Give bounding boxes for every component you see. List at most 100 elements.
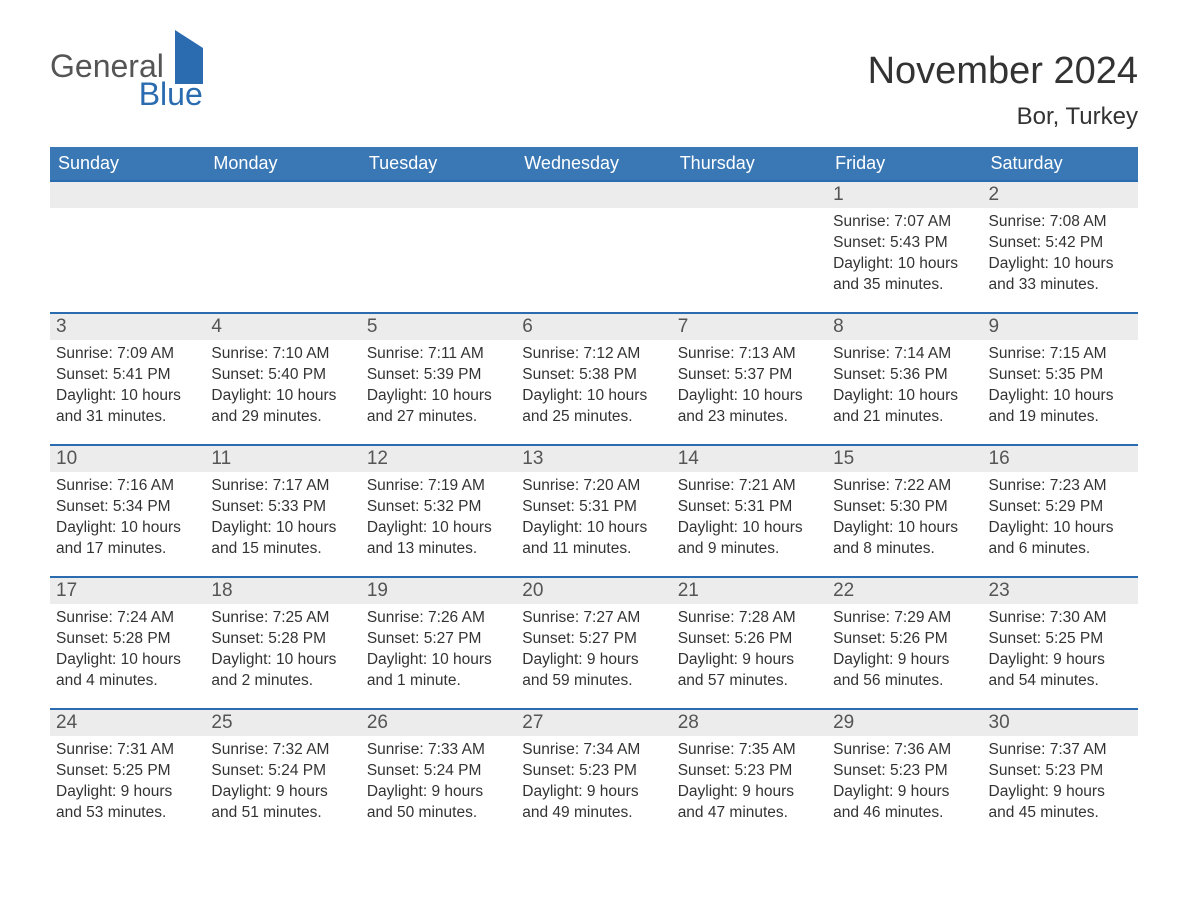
day-number: 3: [50, 314, 205, 340]
day-number: 2: [983, 182, 1138, 208]
dow-header-cell: Wednesday: [516, 147, 671, 181]
calendar-day-cell: 19Sunrise: 7:26 AMSunset: 5:27 PMDayligh…: [361, 577, 516, 709]
calendar-week-row: 1Sunrise: 7:07 AMSunset: 5:43 PMDaylight…: [50, 181, 1138, 313]
day-number: 22: [827, 578, 982, 604]
day-number: 26: [361, 710, 516, 736]
calendar-day-cell: 12Sunrise: 7:19 AMSunset: 5:32 PMDayligh…: [361, 445, 516, 577]
calendar-week-row: 24Sunrise: 7:31 AMSunset: 5:25 PMDayligh…: [50, 709, 1138, 841]
day-number: 15: [827, 446, 982, 472]
day-number: [672, 182, 827, 208]
calendar-week-row: 17Sunrise: 7:24 AMSunset: 5:28 PMDayligh…: [50, 577, 1138, 709]
day-content: Sunrise: 7:37 AMSunset: 5:23 PMDaylight:…: [983, 736, 1138, 830]
calendar-week-row: 10Sunrise: 7:16 AMSunset: 5:34 PMDayligh…: [50, 445, 1138, 577]
calendar-day-cell: 8Sunrise: 7:14 AMSunset: 5:36 PMDaylight…: [827, 313, 982, 445]
calendar-day-cell: 29Sunrise: 7:36 AMSunset: 5:23 PMDayligh…: [827, 709, 982, 841]
day-number: 16: [983, 446, 1138, 472]
day-number: 24: [50, 710, 205, 736]
calendar-day-cell: [50, 181, 205, 313]
day-number: 9: [983, 314, 1138, 340]
calendar-week-row: 3Sunrise: 7:09 AMSunset: 5:41 PMDaylight…: [50, 313, 1138, 445]
day-content: Sunrise: 7:21 AMSunset: 5:31 PMDaylight:…: [672, 472, 827, 566]
calendar-table: SundayMondayTuesdayWednesdayThursdayFrid…: [50, 147, 1138, 841]
calendar-day-cell: 23Sunrise: 7:30 AMSunset: 5:25 PMDayligh…: [983, 577, 1138, 709]
calendar-day-cell: [672, 181, 827, 313]
day-content: Sunrise: 7:30 AMSunset: 5:25 PMDaylight:…: [983, 604, 1138, 698]
day-content: Sunrise: 7:34 AMSunset: 5:23 PMDaylight:…: [516, 736, 671, 830]
calendar-day-cell: 4Sunrise: 7:10 AMSunset: 5:40 PMDaylight…: [205, 313, 360, 445]
day-number: 1: [827, 182, 982, 208]
calendar-day-cell: 9Sunrise: 7:15 AMSunset: 5:35 PMDaylight…: [983, 313, 1138, 445]
day-number: 14: [672, 446, 827, 472]
location-label: Bor, Turkey: [868, 103, 1138, 131]
day-content: Sunrise: 7:13 AMSunset: 5:37 PMDaylight:…: [672, 340, 827, 434]
calendar-day-cell: 18Sunrise: 7:25 AMSunset: 5:28 PMDayligh…: [205, 577, 360, 709]
day-number: 6: [516, 314, 671, 340]
dow-header-cell: Saturday: [983, 147, 1138, 181]
day-number: 20: [516, 578, 671, 604]
dow-header-cell: Tuesday: [361, 147, 516, 181]
calendar-day-cell: 3Sunrise: 7:09 AMSunset: 5:41 PMDaylight…: [50, 313, 205, 445]
calendar-day-cell: 20Sunrise: 7:27 AMSunset: 5:27 PMDayligh…: [516, 577, 671, 709]
day-content: Sunrise: 7:28 AMSunset: 5:26 PMDaylight:…: [672, 604, 827, 698]
day-content: Sunrise: 7:26 AMSunset: 5:27 PMDaylight:…: [361, 604, 516, 698]
day-content: Sunrise: 7:22 AMSunset: 5:30 PMDaylight:…: [827, 472, 982, 566]
calendar-day-cell: 24Sunrise: 7:31 AMSunset: 5:25 PMDayligh…: [50, 709, 205, 841]
day-content: Sunrise: 7:32 AMSunset: 5:24 PMDaylight:…: [205, 736, 360, 830]
day-number: 30: [983, 710, 1138, 736]
day-content: Sunrise: 7:33 AMSunset: 5:24 PMDaylight:…: [361, 736, 516, 830]
calendar-day-cell: 27Sunrise: 7:34 AMSunset: 5:23 PMDayligh…: [516, 709, 671, 841]
day-number: 25: [205, 710, 360, 736]
calendar-day-cell: 6Sunrise: 7:12 AMSunset: 5:38 PMDaylight…: [516, 313, 671, 445]
dow-header-cell: Monday: [205, 147, 360, 181]
day-number: 7: [672, 314, 827, 340]
day-content: Sunrise: 7:08 AMSunset: 5:42 PMDaylight:…: [983, 208, 1138, 302]
day-content: Sunrise: 7:25 AMSunset: 5:28 PMDaylight:…: [205, 604, 360, 698]
day-content: Sunrise: 7:19 AMSunset: 5:32 PMDaylight:…: [361, 472, 516, 566]
calendar-day-cell: 21Sunrise: 7:28 AMSunset: 5:26 PMDayligh…: [672, 577, 827, 709]
calendar-day-cell: [205, 181, 360, 313]
day-number: [205, 182, 360, 208]
day-number: 29: [827, 710, 982, 736]
day-number: 19: [361, 578, 516, 604]
calendar-day-cell: 28Sunrise: 7:35 AMSunset: 5:23 PMDayligh…: [672, 709, 827, 841]
day-content: Sunrise: 7:10 AMSunset: 5:40 PMDaylight:…: [205, 340, 360, 434]
day-number: 12: [361, 446, 516, 472]
day-number: [50, 182, 205, 208]
calendar-day-cell: 17Sunrise: 7:24 AMSunset: 5:28 PMDayligh…: [50, 577, 205, 709]
day-number: 21: [672, 578, 827, 604]
calendar-day-cell: 30Sunrise: 7:37 AMSunset: 5:23 PMDayligh…: [983, 709, 1138, 841]
calendar-day-cell: 11Sunrise: 7:17 AMSunset: 5:33 PMDayligh…: [205, 445, 360, 577]
day-content: Sunrise: 7:24 AMSunset: 5:28 PMDaylight:…: [50, 604, 205, 698]
calendar-day-cell: 2Sunrise: 7:08 AMSunset: 5:42 PMDaylight…: [983, 181, 1138, 313]
day-content: Sunrise: 7:27 AMSunset: 5:27 PMDaylight:…: [516, 604, 671, 698]
day-number: [516, 182, 671, 208]
calendar-day-cell: 1Sunrise: 7:07 AMSunset: 5:43 PMDaylight…: [827, 181, 982, 313]
calendar-day-cell: 14Sunrise: 7:21 AMSunset: 5:31 PMDayligh…: [672, 445, 827, 577]
day-content: Sunrise: 7:36 AMSunset: 5:23 PMDaylight:…: [827, 736, 982, 830]
calendar-day-cell: 13Sunrise: 7:20 AMSunset: 5:31 PMDayligh…: [516, 445, 671, 577]
day-number: 11: [205, 446, 360, 472]
day-number: 28: [672, 710, 827, 736]
dow-header-cell: Sunday: [50, 147, 205, 181]
day-content: Sunrise: 7:29 AMSunset: 5:26 PMDaylight:…: [827, 604, 982, 698]
day-number: 10: [50, 446, 205, 472]
month-title: November 2024: [868, 50, 1138, 93]
day-number: 23: [983, 578, 1138, 604]
day-content: Sunrise: 7:16 AMSunset: 5:34 PMDaylight:…: [50, 472, 205, 566]
calendar-day-cell: [516, 181, 671, 313]
title-block: November 2024 Bor, Turkey: [868, 50, 1138, 141]
dow-header-row: SundayMondayTuesdayWednesdayThursdayFrid…: [50, 147, 1138, 181]
day-number: 17: [50, 578, 205, 604]
dow-header-cell: Friday: [827, 147, 982, 181]
calendar-day-cell: 7Sunrise: 7:13 AMSunset: 5:37 PMDaylight…: [672, 313, 827, 445]
day-content: Sunrise: 7:20 AMSunset: 5:31 PMDaylight:…: [516, 472, 671, 566]
day-content: Sunrise: 7:31 AMSunset: 5:25 PMDaylight:…: [50, 736, 205, 830]
calendar-day-cell: 22Sunrise: 7:29 AMSunset: 5:26 PMDayligh…: [827, 577, 982, 709]
day-content: Sunrise: 7:17 AMSunset: 5:33 PMDaylight:…: [205, 472, 360, 566]
day-number: 27: [516, 710, 671, 736]
calendar-day-cell: 5Sunrise: 7:11 AMSunset: 5:39 PMDaylight…: [361, 313, 516, 445]
calendar-day-cell: 26Sunrise: 7:33 AMSunset: 5:24 PMDayligh…: [361, 709, 516, 841]
day-number: 5: [361, 314, 516, 340]
dow-header-cell: Thursday: [672, 147, 827, 181]
day-content: Sunrise: 7:11 AMSunset: 5:39 PMDaylight:…: [361, 340, 516, 434]
